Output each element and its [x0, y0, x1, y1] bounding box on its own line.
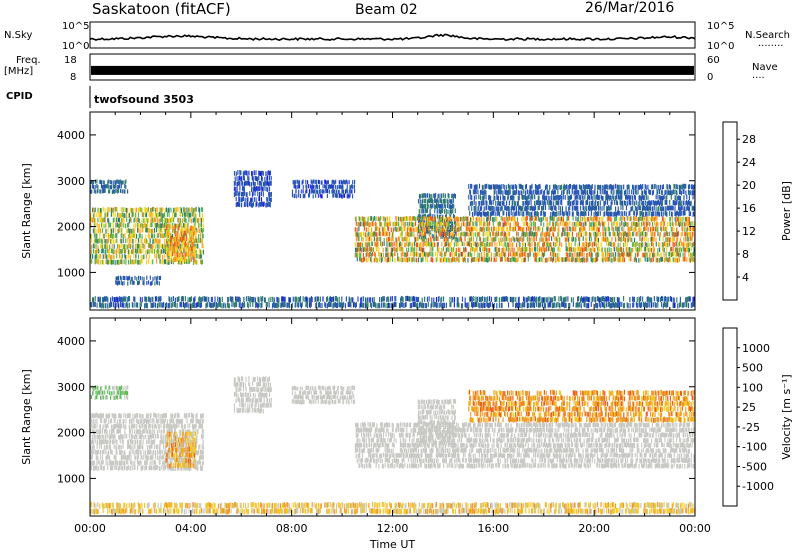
velocity-cbtick-5: -100: [742, 441, 767, 454]
noise-sky-trace: [89, 33, 696, 42]
velocity-cbtick-6: -500: [742, 460, 767, 473]
power-cbtick-2: 12: [742, 225, 756, 238]
velocity-colorbar-label: Velocity [m s⁻¹]: [780, 374, 793, 459]
velocity-panel: 1000 2000 3000 4000 Slant Range [km] 00:00 04:…: [20, 317, 793, 551]
velocity-ytick-3: 4000: [57, 335, 85, 348]
nave-legend: ....: [752, 70, 765, 81]
power-cbtick-3: 16: [742, 202, 756, 215]
velocity-band-8: [90, 501, 696, 515]
cpid-label: CPID: [6, 91, 33, 102]
power-colorbar-label: Power [dB]: [780, 181, 793, 241]
velocity-band-6: [354, 421, 696, 469]
noise-tick-left-high: 10^5: [62, 21, 89, 32]
nsearch-legend: ........: [758, 38, 784, 49]
xtick-6: 00:00: [679, 522, 711, 535]
freq-tick-low: 8: [70, 72, 76, 83]
power-band-2: [90, 179, 129, 195]
power-band-0: [90, 206, 204, 265]
xtick-4: 16:00: [477, 522, 509, 535]
nave-label: Nave: [752, 62, 778, 73]
noise-panel: 10^5 10^0 10^5 10^0: [62, 21, 734, 52]
nsky-label: N.Sky: [4, 30, 33, 41]
xtick-1: 04:00: [175, 522, 207, 535]
power-ytick-3: 4000: [57, 129, 85, 142]
velocity-cbtick-7: -1000: [742, 480, 774, 493]
velocity-band-1: [165, 431, 197, 469]
noise-tick-right-low: 10^0: [707, 41, 734, 52]
velocity-band-3: [233, 376, 272, 414]
cpid-value: twofsound 3503: [94, 93, 194, 106]
power-band-8: [468, 183, 696, 217]
noise-tick-right-high: 10^5: [707, 21, 734, 32]
power-cbtick-0: 4: [742, 271, 749, 284]
power-ytick-0: 1000: [57, 266, 85, 279]
xtick-0: 00:00: [74, 522, 106, 535]
freq-tick-high: 18: [64, 55, 77, 66]
velocity-colorbar: 1000 500 100 25 -25 -100 -500 -1000 Velocity [m …: [722, 327, 793, 507]
power-cbtick-5: 24: [742, 156, 756, 169]
velocity-cbtick-0: 1000: [742, 342, 770, 355]
freq-label: Freq.: [16, 55, 41, 66]
station-title: Saskatoon (fitACF): [92, 0, 231, 18]
power-colorbar: 4 8 12 16 20 24 28 Power [dB]: [722, 121, 793, 301]
power-ylabel: Slant Range [km]: [20, 163, 33, 259]
power-band-9: [90, 295, 695, 309]
velocity-cbtick-3: 25: [742, 401, 756, 414]
velocity-ytick-1: 2000: [57, 427, 85, 440]
nave-tick-low: 0: [707, 72, 713, 83]
power-band-5: [291, 179, 356, 199]
velocity-band-7: [468, 389, 696, 423]
velocity-ylabel: Slant Range [km]: [20, 369, 33, 465]
freq-unit: [MHz]: [4, 66, 34, 77]
power-band-4: [233, 170, 272, 208]
date-label: 26/Mar/2016: [585, 0, 675, 16]
velocity-ytick-2: 3000: [57, 381, 85, 394]
power-cbtick-4: 20: [742, 179, 756, 192]
velocity-band-2: [90, 385, 129, 401]
velocity-cbtick-1: 500: [742, 362, 763, 375]
nave-tick-high: 60: [707, 55, 720, 66]
noise-tick-left-low: 10^0: [62, 41, 89, 52]
power-band-7: [354, 215, 696, 263]
power-band-6: [417, 193, 457, 240]
power-cbtick-6: 28: [742, 133, 756, 146]
xtick-2: 08:00: [276, 522, 308, 535]
nsearch-label: N.Search: [745, 30, 791, 41]
velocity-band-4: [291, 385, 356, 405]
beam-label: Beam 02: [355, 2, 418, 18]
velocity-cbtick-2: 100: [742, 381, 763, 394]
xtick-3: 12:00: [377, 522, 409, 535]
power-cbtick-1: 8: [742, 248, 749, 261]
power-band-3: [115, 275, 162, 286]
freq-nave-panel: 18 8 60 0: [64, 53, 720, 83]
power-band-1: [165, 225, 197, 263]
velocity-cbtick-4: -25: [742, 421, 760, 434]
power-ytick-1: 2000: [57, 221, 85, 234]
power-ytick-2: 3000: [57, 175, 85, 188]
power-panel: 1000 2000 3000 4000 Slant Range [km] 4 8 12 16 20…: [20, 111, 793, 311]
xtick-5: 20:00: [578, 522, 610, 535]
velocity-ytick-0: 1000: [57, 472, 85, 485]
xlabel: Time UT: [369, 538, 415, 551]
freq-band: [91, 65, 694, 75]
